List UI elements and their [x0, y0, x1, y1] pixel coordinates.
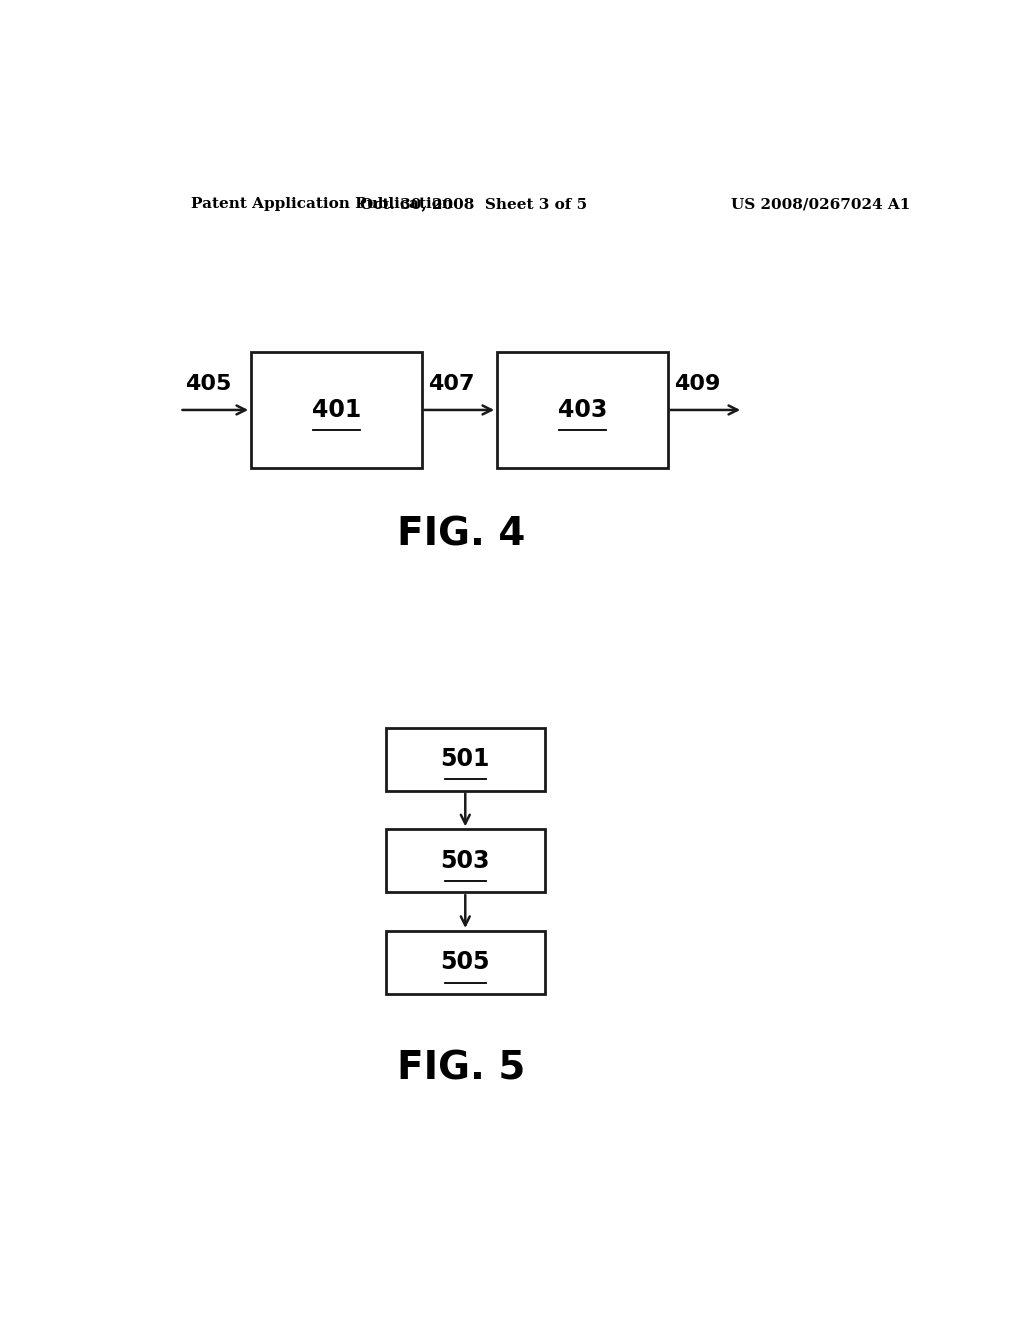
Text: FIG. 4: FIG. 4: [397, 516, 525, 553]
Text: 407: 407: [428, 374, 474, 395]
Bar: [386, 829, 545, 892]
Text: 505: 505: [440, 950, 490, 974]
Text: 401: 401: [311, 397, 360, 422]
Text: Oct. 30, 2008  Sheet 3 of 5: Oct. 30, 2008 Sheet 3 of 5: [359, 197, 587, 211]
Bar: [251, 351, 422, 469]
Bar: [386, 931, 545, 994]
Bar: [497, 351, 668, 469]
Text: 405: 405: [185, 374, 231, 395]
Text: 403: 403: [558, 397, 607, 422]
Text: 503: 503: [440, 849, 490, 873]
Text: FIG. 5: FIG. 5: [397, 1049, 525, 1088]
Text: 501: 501: [440, 747, 489, 771]
Text: US 2008/0267024 A1: US 2008/0267024 A1: [731, 197, 910, 211]
Bar: [386, 727, 545, 791]
Text: Patent Application Publication: Patent Application Publication: [191, 197, 454, 211]
Text: 409: 409: [674, 374, 720, 395]
